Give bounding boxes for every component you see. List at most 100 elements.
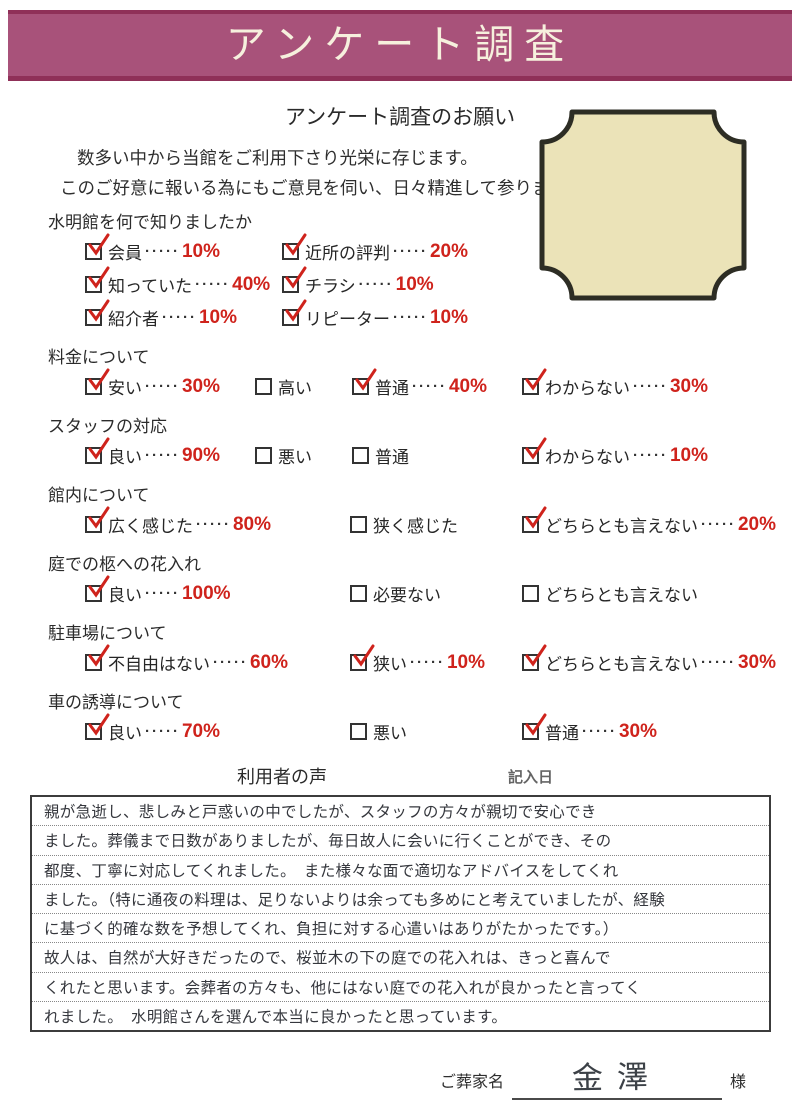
checkbox-checked[interactable] (85, 368, 110, 395)
leader-dots: ····· (393, 243, 428, 260)
checkbox-unchecked[interactable] (255, 378, 272, 395)
leader-dots: ····· (145, 378, 180, 395)
question-title: 駐車場について (48, 624, 167, 643)
survey-option: 会員 ····· 10% (85, 233, 282, 268)
option-label: どちらとも言えない (545, 655, 698, 674)
survey-option: 近所の評判 ····· 20% (282, 233, 778, 268)
leader-dots: ····· (145, 243, 180, 260)
checkbox-unchecked[interactable] (522, 585, 539, 602)
checkbox-checked[interactable] (282, 266, 307, 293)
option-label: 狭く感じた (373, 517, 458, 536)
checkbox-checked[interactable] (522, 437, 547, 464)
option-percentage: 10% (669, 444, 709, 466)
handwritten-comment-line: くれたと思います。会葬者の方々も、他にはない庭での花入れが良かったと言ってく (44, 979, 642, 997)
checkbox-checked[interactable] (350, 644, 375, 671)
leader-dots: ····· (701, 654, 736, 671)
option-label: 高い (278, 379, 312, 398)
checkbox-checked[interactable] (282, 233, 307, 260)
option-label: どちらとも言えない (545, 517, 698, 536)
leader-dots: ····· (145, 447, 180, 464)
survey-option: 普通 (352, 439, 522, 472)
question-title: 庭での柩への花入れ (48, 555, 201, 574)
option-percentage: 80% (232, 513, 272, 535)
survey-option: 良い ····· 90% (85, 437, 255, 472)
header-banner: アンケート調査 (8, 10, 792, 81)
option-label: 近所の評判 (305, 244, 390, 263)
option-percentage: 90% (181, 444, 221, 466)
survey-request-subtitle: アンケート調査のお願い (284, 106, 516, 129)
question-title: 館内について (48, 486, 150, 505)
options-row: 良い ····· 100% 必要ない どちらとも言えない (85, 575, 778, 610)
option-label: わからない (545, 379, 630, 398)
signature-row: ご葬家名 金澤 様 (440, 1058, 746, 1100)
survey-option: チラシ ····· 10% (282, 266, 778, 301)
survey-option: 広く感じた ····· 80% (85, 506, 350, 541)
checkbox-checked[interactable] (85, 299, 110, 326)
survey-option: 高い (255, 370, 352, 403)
option-percentage: 40% (448, 375, 488, 397)
handwritten-comment-line: 都度、丁寧に対応してくれました。 また様々な面で適切なアドバイスをしてくれ (44, 862, 619, 880)
options-row: 安い ····· 30% 高い 普通 ····· 40% わからない ····· 30% (85, 368, 778, 403)
option-label: 良い (108, 448, 142, 467)
options-row: 良い ····· 70% 悪い 普通 ····· 30% (85, 713, 778, 748)
checkbox-checked[interactable] (85, 506, 110, 533)
leader-dots: ····· (145, 585, 180, 602)
checkbox-checked[interactable] (85, 233, 110, 260)
option-percentage: 10% (181, 240, 221, 262)
checkbox-checked[interactable] (85, 266, 110, 293)
checkbox-checked[interactable] (85, 575, 110, 602)
comment-line-row: 都度、丁寧に対応してくれました。 また様々な面で適切なアドバイスをしてくれ (32, 856, 769, 885)
option-label: 広く感じた (108, 517, 193, 536)
survey-option: 良い ····· 70% (85, 713, 350, 748)
survey-option: どちらとも言えない (522, 577, 778, 610)
visitor-voice-title: 利用者の声 (237, 767, 327, 787)
survey-option: リピーター ····· 10% (282, 299, 778, 334)
checkbox-checked[interactable] (85, 644, 110, 671)
option-percentage: 20% (429, 240, 469, 262)
checkbox-checked[interactable] (282, 299, 307, 326)
question-block: 料金について 安い ····· 30% 高い 普通 ····· 40% わからない ····· 30… (48, 346, 778, 403)
leader-dots: ····· (412, 378, 447, 395)
handwritten-comment-line: 故人は、自然が大好きだったので、桜並木の下の庭での花入れは、きっと喜んで (44, 950, 611, 968)
survey-option: 悪い (350, 715, 522, 748)
option-label: 安い (108, 379, 142, 398)
checkbox-checked[interactable] (522, 713, 547, 740)
options-row: 広く感じた ····· 80% 狭く感じた どちらとも言えない ····· 20% (85, 506, 778, 541)
option-percentage: 30% (181, 375, 221, 397)
checkbox-checked[interactable] (522, 506, 547, 533)
option-label: 良い (108, 724, 142, 743)
checkbox-checked[interactable] (352, 368, 377, 395)
option-label: 紹介者 (108, 310, 159, 329)
option-label: チラシ (305, 277, 356, 296)
checkbox-unchecked[interactable] (350, 516, 367, 533)
checkbox-checked[interactable] (522, 644, 547, 671)
options-row: 良い ····· 90% 悪い 普通 わからない ····· 10% (85, 437, 778, 472)
leader-dots: ····· (393, 309, 428, 326)
checkbox-unchecked[interactable] (352, 447, 369, 464)
checkbox-checked[interactable] (85, 713, 110, 740)
leader-dots: ····· (195, 276, 231, 293)
checkbox-unchecked[interactable] (350, 585, 367, 602)
survey-option: わからない ····· 10% (522, 437, 778, 472)
leader-dots: ····· (145, 723, 180, 740)
family-name-underline: 金澤 (512, 1058, 723, 1100)
leader-dots: ····· (701, 516, 736, 533)
checkbox-checked[interactable] (85, 437, 110, 464)
survey-option: どちらとも言えない ····· 30% (522, 644, 778, 679)
comment-line-row: れました。 水明館さんを選んで本当に良かったと思っています。 (32, 1002, 769, 1030)
option-percentage: 30% (737, 651, 777, 673)
comment-line-row: ました。（特に通夜の料理は、足りないよりは余っても多めにと考えていましたが、経験 (32, 885, 769, 914)
option-label: 不自由はない (108, 655, 210, 674)
comments-box: 親が急逝し、悲しみと戸惑いの中でしたが、スタッフの方々が親切で安心でき ました。葬… (30, 795, 771, 1032)
honorific-label: 様 (730, 1074, 747, 1091)
checkbox-unchecked[interactable] (255, 447, 272, 464)
leader-dots: ····· (213, 654, 248, 671)
option-label: 普通 (375, 448, 409, 467)
option-label: 会員 (108, 244, 142, 263)
checkbox-checked[interactable] (522, 368, 547, 395)
intro-line-2: このご好意に報いる為にもご意見を伺い、日々精進して参ります。 (60, 178, 583, 198)
checkbox-unchecked[interactable] (350, 723, 367, 740)
option-label: 必要ない (373, 586, 441, 605)
question-title: スタッフの対応 (48, 417, 167, 436)
